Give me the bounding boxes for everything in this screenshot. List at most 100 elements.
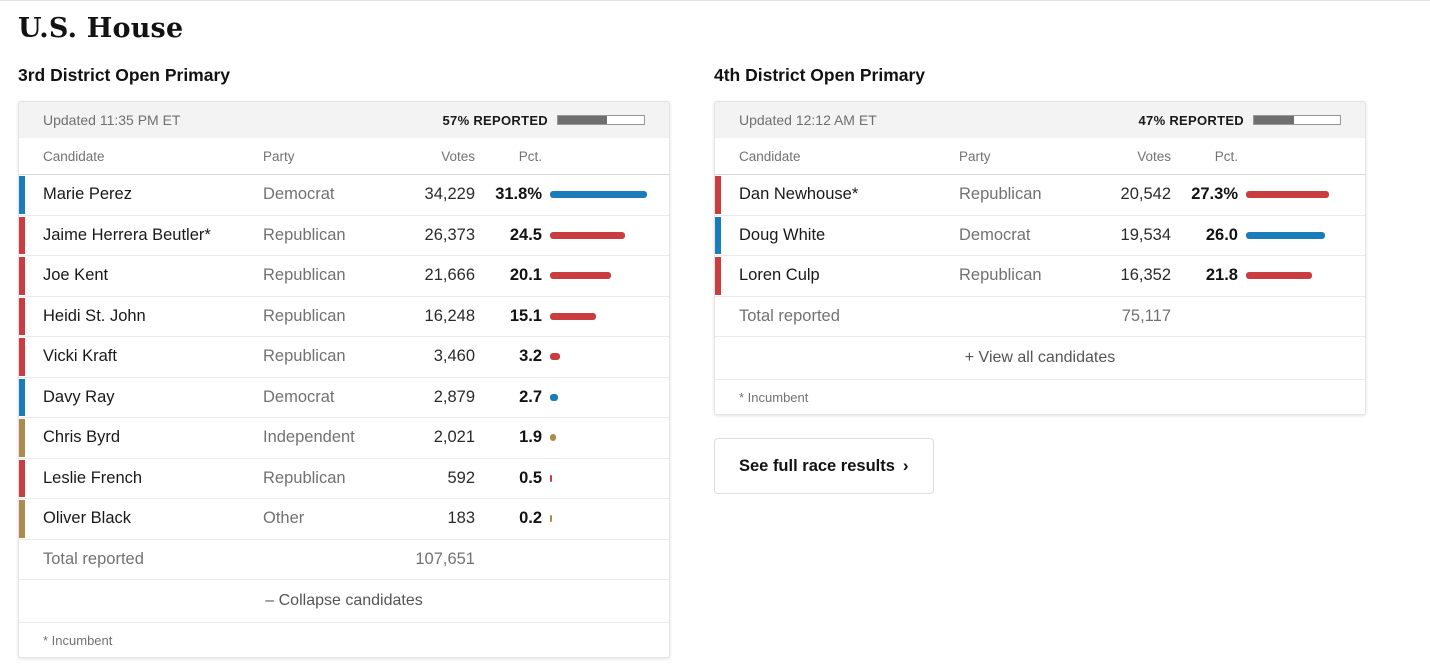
pct-bar [1246, 191, 1330, 199]
candidate-votes: 19,534 [1120, 225, 1171, 244]
candidate-row: Vicki Kraft Republican 3,460 3.2 [19, 337, 669, 378]
total-votes: 75,117 [1121, 306, 1171, 325]
col-pct: Pct. [1214, 148, 1238, 164]
candidate-name: Joe Kent [43, 266, 109, 285]
col-pct: Pct. [518, 148, 542, 164]
candidate-row: Davy Ray Democrat 2,879 2.7 [19, 378, 669, 418]
pct-bar [550, 474, 552, 482]
party-color-stripe [19, 459, 25, 497]
candidate-votes: 2,021 [433, 428, 475, 447]
col-party: Party [263, 148, 295, 164]
total-row: Total reported 107,651 [19, 540, 669, 580]
candidate-votes: 2,879 [433, 387, 475, 406]
race-section-4th-district: 4th District Open Primary Updated 12:12 … [714, 44, 1366, 658]
race-heading: 3rd District Open Primary [18, 65, 231, 85]
status-bar: Updated 11:35 PM ET 57% REPORTED [19, 102, 669, 138]
candidate-votes: 16,352 [1120, 266, 1171, 285]
col-votes: Votes [1137, 148, 1171, 164]
incumbent-footnote: * Incumbent [739, 389, 809, 405]
updated-timestamp: Updated 12:12 AM ET [739, 112, 877, 128]
candidate-name: Marie Perez [43, 185, 132, 204]
party-color-stripe [715, 176, 721, 214]
candidate-pct: 26.0 [1205, 225, 1238, 244]
candidate-pct: 3.2 [519, 347, 542, 366]
candidate-pct: 21.8 [1205, 266, 1238, 285]
candidate-pct: 31.8% [495, 185, 542, 204]
pct-bar [550, 231, 625, 239]
candidate-votes: 34,229 [424, 185, 475, 204]
candidate-row: Jaime Herrera Beutler* Republican 26,373 24… [19, 216, 669, 256]
candidate-name: Doug White [739, 225, 826, 244]
candidate-row: Joe Kent Republican 21,666 20.1 [19, 256, 669, 297]
pct-bar-track [1238, 272, 1341, 280]
party-color-stripe [19, 257, 25, 295]
candidate-row: Doug White Democrat 19,534 26.0 [715, 216, 1365, 256]
pct-bar-track [542, 191, 647, 199]
candidate-party: Republican [263, 266, 346, 285]
page-title: U.S. House [18, 13, 184, 44]
candidate-party: Independent [263, 428, 355, 447]
reported-status: 57% REPORTED [443, 113, 645, 128]
progress-fill [1254, 116, 1295, 124]
reported-label: 57% REPORTED [442, 112, 548, 128]
updated-timestamp: Updated 11:35 PM ET [43, 112, 181, 128]
reported-progress-bar [1253, 115, 1341, 125]
race-section-3rd-district: 3rd District Open Primary Updated 11:35 … [18, 44, 670, 658]
candidate-row: Leslie French Republican 592 0.5 [19, 459, 669, 499]
party-color-stripe [715, 257, 721, 295]
party-color-stripe [19, 338, 25, 376]
results-table: Updated 12:12 AM ET 47% REPORTED Candida… [714, 101, 1366, 415]
reported-label: 47% REPORTED [1138, 112, 1244, 128]
column-header-row: Candidate Party Votes Pct. [19, 138, 669, 175]
party-color-stripe [19, 419, 25, 457]
candidate-rows: Dan Newhouse* Republican 20,542 27.3% Doug W… [715, 175, 1365, 297]
candidate-name: Oliver Black [43, 509, 132, 528]
pct-bar-track [542, 272, 645, 280]
candidate-pct: 0.2 [519, 509, 542, 528]
candidate-party: Democrat [959, 225, 1031, 244]
candidate-party: Democrat [263, 387, 335, 406]
candidate-name: Jaime Herrera Beutler* [43, 225, 211, 244]
total-label: Total reported [43, 549, 144, 568]
total-label: Total reported [739, 306, 840, 325]
button-label: See full race results [739, 456, 895, 475]
candidate-name: Heidi St. John [43, 306, 146, 325]
candidate-row: Chris Byrd Independent 2,021 1.9 [19, 418, 669, 459]
column-header-row: Candidate Party Votes Pct. [715, 138, 1365, 175]
candidate-row: Heidi St. John Republican 16,248 15.1 [19, 297, 669, 337]
pct-bar [550, 191, 647, 199]
toggle-label: – Collapse candidates [265, 592, 423, 609]
candidate-row: Dan Newhouse* Republican 20,542 27.3% [715, 175, 1365, 216]
pct-bar [550, 515, 552, 523]
party-color-stripe [19, 176, 25, 214]
pct-bar-track [542, 353, 645, 361]
pct-bar [550, 272, 612, 280]
col-votes: Votes [441, 148, 475, 164]
candidate-votes: 16,248 [424, 306, 475, 325]
pct-bar-track [542, 434, 645, 442]
candidate-votes: 592 [447, 468, 475, 487]
progress-fill [558, 116, 608, 124]
candidate-party: Republican [959, 266, 1042, 285]
candidate-pct: 24.5 [509, 225, 542, 244]
pct-bar-track [542, 312, 645, 320]
candidate-name: Vicki Kraft [43, 347, 117, 366]
candidate-row: Marie Perez Democrat 34,229 31.8% [19, 175, 669, 216]
party-color-stripe [19, 216, 25, 254]
collapse-candidates-toggle[interactable]: – Collapse candidates [19, 580, 669, 623]
candidate-row: Oliver Black Other 183 0.2 [19, 499, 669, 540]
pct-bar-track [542, 393, 645, 401]
candidate-name: Loren Culp [739, 266, 820, 285]
candidate-party: Republican [263, 225, 346, 244]
candidate-name: Leslie French [43, 468, 143, 487]
candidate-party: Republican [959, 185, 1042, 204]
party-color-stripe [19, 297, 25, 335]
col-candidate: Candidate [739, 148, 801, 164]
candidate-name: Dan Newhouse* [739, 185, 859, 204]
candidate-party: Other [263, 509, 305, 528]
candidate-row: Loren Culp Republican 16,352 21.8 [715, 256, 1365, 297]
reported-progress-bar [557, 115, 645, 125]
see-full-race-results-button[interactable]: See full race results › [714, 438, 934, 494]
view-all-candidates-toggle[interactable]: + View all candidates [715, 337, 1365, 380]
